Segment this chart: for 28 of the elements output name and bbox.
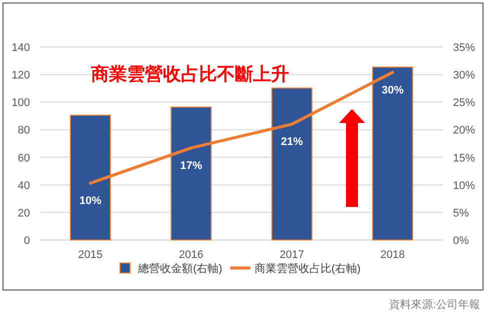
x-tick-label: 2016 (178, 249, 204, 261)
x-tick-label: 2018 (380, 249, 405, 261)
y2-tick-label: 20% (453, 124, 476, 137)
y-tick-label: 80 (18, 124, 30, 137)
data-label: 21% (280, 136, 304, 148)
y2-tick-label: 5% (453, 207, 470, 220)
y2-tick-label: 0% (453, 235, 470, 247)
y2-tick-label: 25% (453, 97, 476, 110)
data-label: 30% (382, 84, 404, 96)
y2-tick-label: 35% (453, 42, 476, 54)
y-tick-label: 0 (24, 235, 30, 247)
legend-label: 商業雲營收占比(右軸) (254, 262, 361, 275)
data-label: 17% (180, 160, 202, 172)
x-tick-label: 2017 (280, 249, 304, 261)
source-note: 資料來源:公司年報 (388, 298, 480, 311)
data-label: 10% (79, 195, 102, 208)
y-tick-label: 120 (12, 70, 30, 82)
y2-tick-label: 15% (453, 152, 476, 164)
y2-tick-label: 30% (453, 70, 476, 82)
y2-tick-label: 10% (453, 180, 476, 192)
y-tick-label: 40 (18, 180, 30, 192)
y-tick-label: 140 (12, 42, 30, 54)
y-tick-label: 100 (12, 97, 30, 110)
y-tick-label: 60 (18, 152, 30, 164)
text: 商業雲營收占比不斷上升 (90, 64, 289, 84)
y-tick-label: 20 (18, 207, 30, 220)
legend-label: 總營收金額(右軸) (137, 262, 222, 275)
x-tick-label: 2015 (78, 249, 103, 261)
